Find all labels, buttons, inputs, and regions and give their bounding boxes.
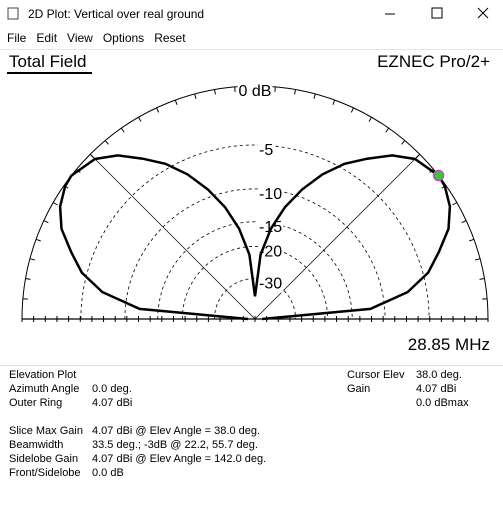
plot: Total Field EZNEC Pro/2+ 28.85 MHz 0 dB -5 -1… [0, 50, 503, 415]
info-label: Front/Sidelobe [9, 467, 81, 479]
info-label: Azimuth Angle [9, 383, 79, 395]
angle-tick [452, 203, 456, 206]
ring-label: -10 [259, 186, 282, 203]
angle-tick [295, 90, 296, 95]
cursor-marker [434, 171, 444, 181]
angle-tick [369, 117, 372, 121]
info-label: Elevation Plot [9, 369, 76, 381]
info-value: 4.07 dBi [92, 397, 132, 409]
maximize-button[interactable] [432, 8, 442, 18]
angle-tick [175, 100, 177, 105]
ring [158, 222, 352, 319]
angle-tick [314, 94, 315, 99]
angle-tick [462, 221, 467, 223]
angle-tick [26, 279, 31, 280]
ring [22, 86, 488, 319]
info-panel: Elevation Plot Azimuth Angle 0.0 deg. Outer… [0, 365, 503, 514]
angle-tick [53, 203, 57, 206]
info-label: Gain [347, 383, 370, 395]
angle-tick [469, 239, 474, 241]
brand: EZNEC Pro/2+ [377, 52, 490, 71]
info-value: 38.0 deg. [416, 369, 462, 381]
info-label: Beamwidth [9, 439, 63, 451]
angle-tick [215, 90, 216, 95]
plot-title: Total Field [9, 52, 86, 71]
angle-tick [30, 259, 35, 260]
close-button[interactable] [478, 8, 488, 18]
menu-item[interactable]: File [7, 31, 26, 45]
app-icon [8, 8, 18, 19]
info-value: 4.07 dBi [416, 383, 456, 395]
angle-tick [121, 128, 124, 132]
info-label: Slice Max Gain [9, 425, 83, 437]
menu-item[interactable]: Edit [36, 31, 57, 45]
info-value: 0.0 dBmax [416, 397, 469, 409]
radial-line [255, 154, 420, 319]
angle-tick [90, 154, 94, 158]
menu-item[interactable]: View [67, 31, 93, 45]
info-value: 4.07 dBi @ Elev Angle = 142.0 deg. [92, 453, 266, 465]
frequency: 28.85 MHz [408, 335, 490, 354]
angle-tick [386, 128, 389, 132]
window-title: 2D Plot: Vertical over real ground [28, 7, 204, 21]
info-value: 4.07 dBi @ Elev Angle = 38.0 deg. [92, 425, 260, 437]
pattern [60, 155, 450, 319]
angle-tick [44, 221, 49, 223]
ring-label: -5 [259, 142, 273, 159]
menu-bar: File Edit View Options Reset [0, 28, 503, 50]
info-value: 0.0 deg. [92, 383, 132, 395]
menu-item[interactable]: Options [103, 31, 144, 45]
info-label: Cursor Elev [347, 369, 404, 381]
angle-tick [402, 141, 405, 145]
ring [214, 278, 295, 319]
angle-tick [475, 259, 480, 260]
angle-tick [139, 117, 142, 121]
ring-label: -30 [259, 276, 282, 293]
ring [182, 246, 327, 319]
title-bar: 2D Plot: Vertical over real ground [0, 0, 503, 28]
menu-item[interactable]: Reset [154, 31, 185, 45]
angle-tick [105, 141, 108, 145]
angle-tick [195, 94, 196, 99]
angle-tick [416, 154, 420, 158]
info-value: 33.5 deg.; -3dB @ 22.2, 55.7 deg. [92, 439, 258, 451]
info-label: Sidelobe Gain [9, 453, 78, 465]
angle-tick [36, 239, 41, 241]
angle-tick [333, 100, 335, 105]
info-value: 0.0 dB [92, 467, 124, 479]
angle-tick [157, 108, 159, 113]
ring [125, 189, 385, 319]
ring-label: 0 dB [239, 83, 272, 100]
angle-tick [351, 108, 353, 113]
info-label: Outer Ring [9, 397, 62, 409]
angle-tick [480, 279, 485, 280]
radial-line [90, 154, 255, 319]
